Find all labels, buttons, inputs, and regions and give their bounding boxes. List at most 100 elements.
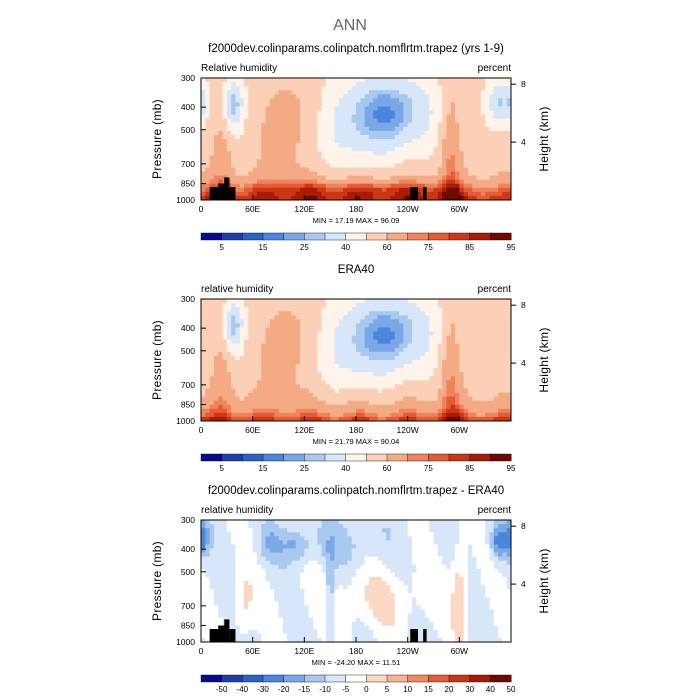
field-cell — [399, 323, 404, 328]
field-cell — [476, 179, 482, 185]
field-cell — [338, 327, 344, 332]
field-cell — [287, 163, 292, 168]
field-cell — [480, 143, 486, 148]
field-cell — [467, 86, 473, 91]
field-cell — [321, 528, 327, 533]
field-cell — [394, 90, 400, 95]
field-cell — [437, 179, 443, 185]
field-cell — [226, 412, 232, 418]
field-cell — [446, 380, 452, 385]
field-cell — [485, 171, 490, 176]
field-cell — [480, 528, 486, 533]
field-cell — [377, 400, 383, 406]
field-cell — [338, 351, 344, 357]
field-cell — [442, 122, 447, 128]
field-cell — [295, 360, 301, 365]
field-cell — [386, 528, 391, 533]
field-cell — [330, 372, 335, 377]
field-cell — [278, 343, 284, 349]
field-cell — [390, 364, 396, 369]
field-cell — [356, 540, 361, 545]
field-cell — [373, 195, 378, 201]
field-cell — [450, 78, 456, 83]
field-cell — [282, 187, 288, 193]
field-cell — [420, 195, 426, 201]
field-cell — [287, 384, 292, 389]
field-cell — [446, 532, 452, 537]
field-cell — [498, 323, 503, 328]
field-cell — [278, 339, 284, 345]
field-cell — [235, 544, 241, 549]
field-cell — [399, 400, 404, 406]
field-cell — [218, 90, 223, 95]
field-cell — [368, 126, 374, 132]
field-cell — [416, 94, 421, 99]
field-cell — [407, 319, 413, 324]
field-cell — [472, 155, 477, 160]
field-cell — [390, 102, 396, 107]
field-cell — [218, 548, 223, 553]
field-cell — [429, 307, 434, 312]
field-cell — [399, 380, 404, 385]
field-cell — [472, 78, 477, 83]
field-cell — [338, 520, 344, 525]
field-cell — [308, 364, 314, 369]
field-cell — [201, 323, 206, 328]
field-cell — [420, 147, 426, 152]
field-cell — [442, 179, 447, 185]
field-cell — [416, 540, 421, 545]
field-cell — [373, 388, 378, 393]
field-cell — [467, 368, 473, 373]
field-cell — [356, 94, 361, 99]
field-cell — [472, 347, 477, 353]
field-cell — [334, 408, 340, 414]
field-cell — [269, 86, 275, 91]
field-cell — [502, 191, 508, 197]
field-cell — [424, 536, 430, 541]
field-cell — [446, 364, 452, 369]
field-cell — [308, 163, 314, 168]
field-cell — [368, 303, 374, 308]
field-cell — [287, 98, 292, 103]
field-cell — [235, 98, 241, 103]
field-cell — [261, 380, 266, 385]
field-cell — [218, 331, 223, 336]
field-cell — [506, 343, 512, 349]
x-tick-label: 60E — [245, 425, 260, 435]
field-cell — [205, 187, 211, 193]
field-cell — [213, 94, 219, 99]
field-cell — [356, 191, 361, 197]
field-cell — [295, 167, 301, 172]
field-cell — [411, 134, 417, 140]
field-cell — [429, 524, 434, 529]
field-cell — [201, 331, 206, 336]
field-cell — [308, 319, 314, 324]
field-cell — [459, 412, 465, 418]
field-cell — [442, 384, 447, 389]
field-cell — [244, 323, 249, 328]
field-cell — [265, 520, 271, 525]
field-cell — [377, 339, 383, 345]
field-cell — [308, 171, 314, 176]
colorbar-swatch — [386, 232, 409, 241]
field-cell — [411, 408, 417, 414]
field-cell — [278, 299, 284, 304]
field-cell — [218, 355, 223, 361]
field-cell — [386, 524, 391, 529]
field-cell — [282, 520, 288, 525]
field-cell — [226, 94, 232, 99]
field-cell — [446, 147, 452, 152]
field-cell — [390, 384, 396, 389]
field-cell — [493, 400, 499, 406]
field-cell — [325, 303, 331, 308]
field-cell — [459, 151, 465, 156]
field-cell — [269, 339, 275, 345]
field-cell — [213, 299, 219, 304]
field-cell — [399, 143, 404, 148]
field-cell — [399, 364, 404, 369]
field-cell — [231, 408, 236, 414]
field-cell — [325, 126, 331, 132]
field-cell — [394, 323, 400, 328]
field-cell — [274, 159, 279, 164]
field-cell — [209, 388, 215, 393]
